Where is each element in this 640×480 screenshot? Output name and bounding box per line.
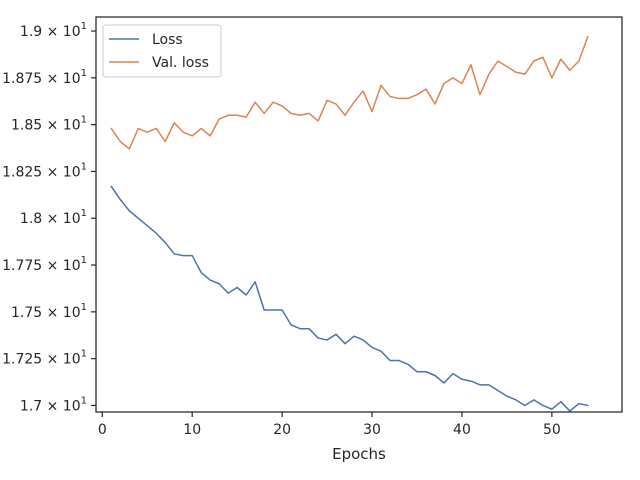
- y-tick-label: 1.75 × 101: [11, 302, 87, 321]
- x-tick-label: 30: [363, 422, 381, 438]
- plot-area: [96, 17, 622, 412]
- series-line-val-loss: [110, 35, 589, 150]
- x-tick-label: 20: [273, 422, 291, 438]
- plot-frame: [95, 16, 623, 413]
- legend-label: Loss: [152, 32, 183, 48]
- y-tick-label: 1.875 × 101: [2, 68, 87, 87]
- series-line-loss: [110, 185, 589, 412]
- y-tick-label: 1.85 × 101: [11, 115, 87, 134]
- y-tick-label: 1.775 × 101: [2, 255, 87, 274]
- x-tick-label: 10: [183, 422, 201, 438]
- series-layer: [110, 35, 589, 412]
- y-tick-label: 1.725 × 101: [2, 349, 87, 368]
- y-tick-label: 1.9 × 101: [20, 21, 87, 40]
- x-tick-label: 0: [98, 422, 107, 438]
- x-axis: 0 10 20 30 40 50: [98, 412, 561, 438]
- y-tick-label: 1.8 × 101: [20, 208, 87, 227]
- x-tick-label: 50: [543, 422, 561, 438]
- x-tick-label: 40: [453, 422, 471, 438]
- legend: Loss Val. loss: [102, 24, 222, 78]
- y-axis: 1.7 × 101 1.725 × 101 1.75 × 101 1.775 × 10…: [2, 21, 96, 414]
- y-tick-label: 1.7 × 101: [20, 395, 87, 414]
- x-axis-label: Epochs: [332, 445, 386, 463]
- legend-box: [102, 24, 222, 78]
- y-tick-label: 1.825 × 101: [2, 161, 87, 180]
- legend-label: Val. loss: [152, 55, 209, 71]
